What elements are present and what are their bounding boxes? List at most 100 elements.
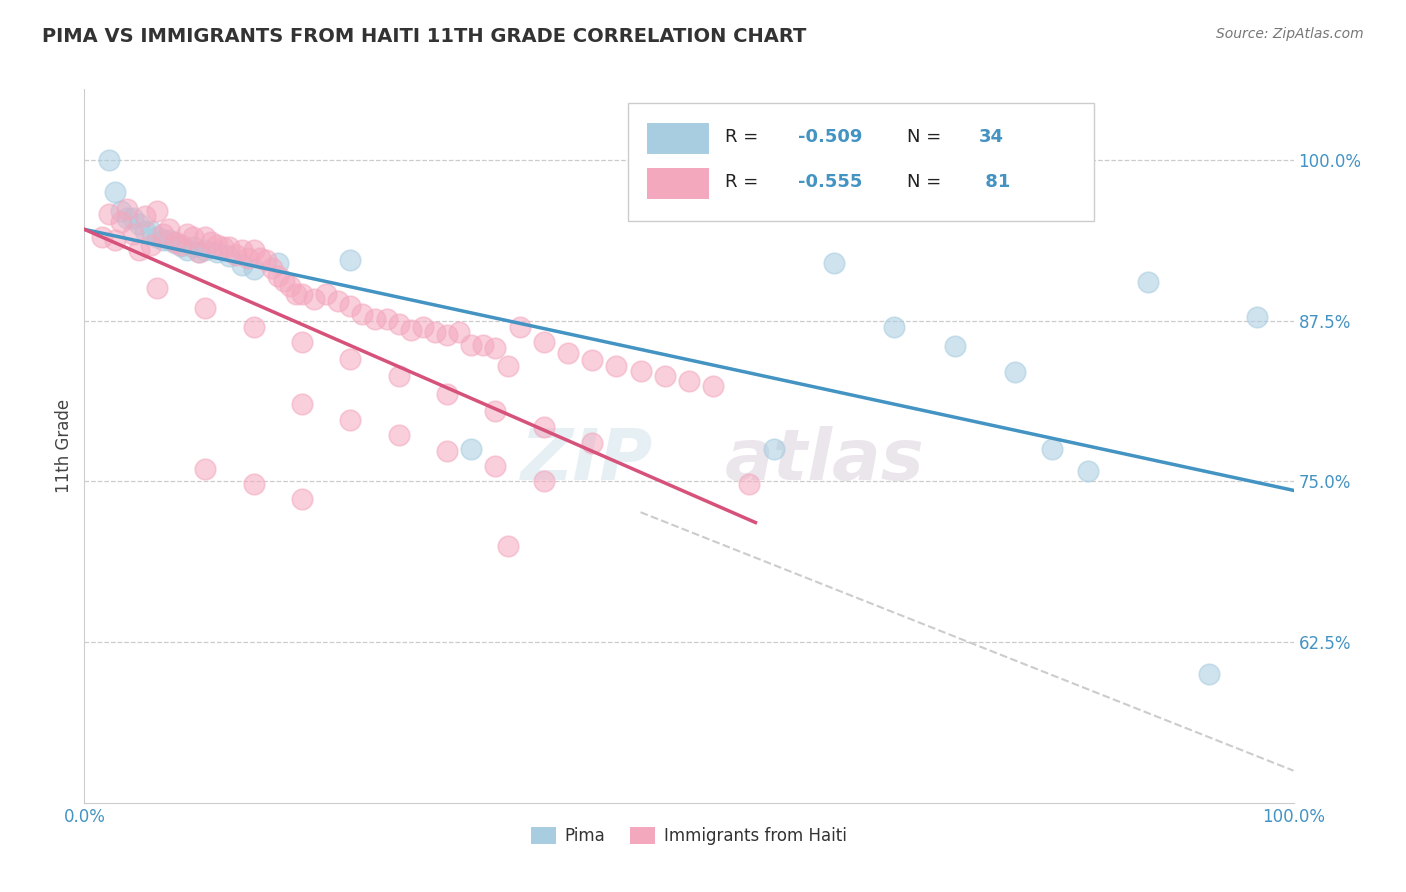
Point (181, 240, 204, 254)
Point (249, 251, 271, 265)
Point (388, 428, 411, 442)
Point (121, 211, 143, 225)
Point (605, 359, 627, 373)
Point (225, 248, 247, 262)
Point (260, 260, 283, 275)
Point (176, 227, 198, 242)
Point (273, 274, 295, 288)
Point (236, 251, 259, 265)
Point (104, 185, 127, 199)
Point (110, 204, 132, 219)
Point (339, 412, 361, 426)
Point (1246, 310, 1268, 324)
Text: R =: R = (725, 128, 765, 146)
Point (472, 338, 495, 352)
Point (254, 253, 277, 268)
Point (339, 253, 361, 268)
Point (943, 339, 966, 353)
Text: N =: N = (907, 173, 946, 191)
Point (121, 227, 143, 242)
Point (181, 230, 204, 244)
Point (212, 240, 235, 254)
Point (630, 364, 652, 378)
Point (388, 318, 411, 332)
Text: atlas: atlas (725, 425, 925, 495)
Point (97, 153, 120, 167)
Point (278, 279, 301, 293)
Point (128, 217, 150, 231)
Point (291, 335, 314, 350)
Point (352, 307, 374, 321)
Text: Source: ZipAtlas.com: Source: ZipAtlas.com (1216, 27, 1364, 41)
Point (146, 230, 169, 244)
Point (509, 320, 531, 334)
Point (1198, 667, 1220, 681)
Point (157, 222, 180, 236)
Point (302, 292, 325, 306)
Point (231, 258, 253, 272)
Point (104, 233, 127, 247)
Point (484, 341, 506, 355)
Y-axis label: 11th Grade: 11th Grade (55, 399, 73, 493)
Text: PIMA VS IMMIGRANTS FROM HAITI 11TH GRADE CORRELATION CHART: PIMA VS IMMIGRANTS FROM HAITI 11TH GRADE… (42, 27, 807, 45)
Point (194, 461, 217, 475)
Point (1004, 365, 1026, 379)
Point (128, 243, 150, 257)
Point (339, 352, 361, 367)
Point (176, 243, 198, 257)
Point (460, 442, 482, 457)
Point (242, 477, 264, 491)
Text: 81: 81 (979, 173, 1011, 191)
Point (883, 320, 905, 334)
Point (146, 204, 169, 219)
Point (170, 239, 193, 253)
Text: ZIP: ZIP (520, 425, 652, 495)
Point (1077, 464, 1099, 478)
Point (188, 245, 211, 260)
Point (363, 312, 385, 326)
Point (581, 435, 603, 450)
Point (157, 233, 180, 247)
Point (339, 300, 361, 314)
Point (267, 256, 290, 270)
Point (291, 286, 314, 301)
Text: -0.509: -0.509 (797, 128, 862, 146)
Point (484, 458, 506, 473)
Point (399, 323, 422, 337)
Point (165, 236, 187, 251)
Point (533, 420, 555, 434)
Point (242, 243, 264, 257)
Point (139, 237, 162, 252)
Point (139, 224, 162, 238)
Point (496, 359, 519, 373)
Point (496, 539, 519, 553)
Text: -0.555: -0.555 (797, 173, 862, 191)
Point (581, 353, 603, 368)
Point (194, 301, 217, 315)
Point (207, 245, 229, 260)
Point (436, 443, 458, 458)
Point (146, 281, 169, 295)
Text: N =: N = (907, 128, 946, 146)
Point (152, 233, 174, 247)
Point (823, 256, 845, 270)
Point (97, 207, 120, 221)
Point (1137, 275, 1160, 289)
Point (110, 214, 132, 228)
Point (654, 368, 676, 383)
Point (115, 211, 138, 225)
Point (315, 286, 337, 301)
Point (460, 338, 482, 352)
Point (170, 237, 193, 252)
Point (484, 403, 506, 417)
Point (423, 325, 446, 339)
Point (218, 240, 240, 254)
Point (533, 475, 555, 489)
Point (557, 345, 579, 359)
Point (388, 368, 411, 383)
Point (284, 286, 308, 301)
Point (165, 235, 187, 250)
Point (449, 325, 471, 339)
Point (1040, 442, 1063, 457)
Point (134, 210, 156, 224)
